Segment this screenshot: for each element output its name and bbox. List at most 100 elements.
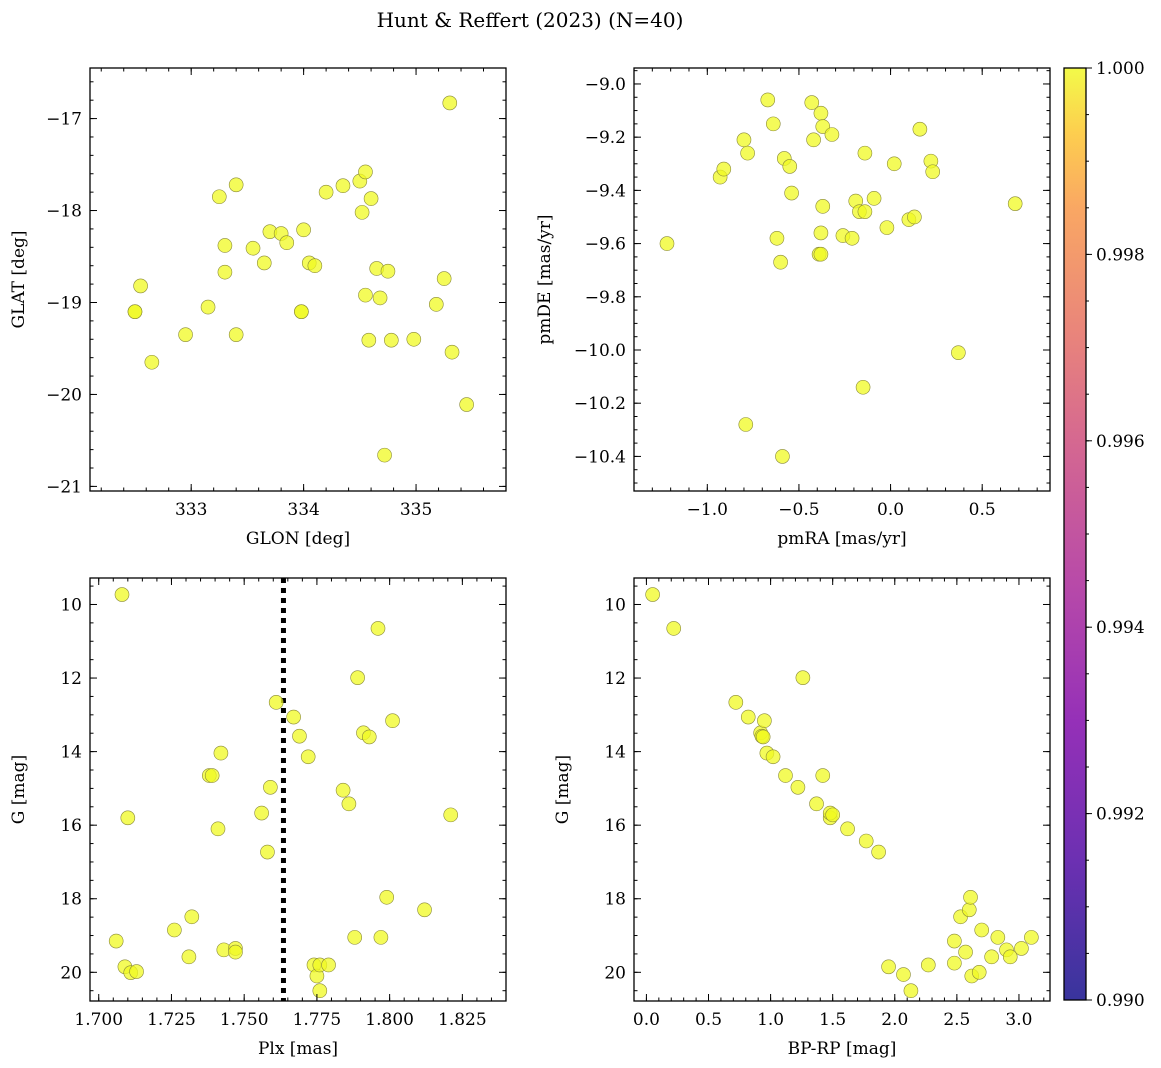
y-tick-label: 16 — [60, 816, 82, 836]
data-point — [961, 902, 977, 918]
data-point — [907, 209, 922, 225]
x-tick-label: 0.5 — [969, 500, 996, 520]
data-point — [866, 191, 882, 206]
data-point — [217, 264, 233, 280]
data-point — [773, 254, 788, 270]
x-tick-label: 2.0 — [881, 1010, 908, 1030]
x-tick-label: −0.5 — [778, 500, 819, 520]
y-tick-label: −21 — [46, 477, 82, 497]
data-point — [795, 670, 811, 685]
data-point — [1007, 196, 1023, 211]
data-point — [129, 964, 144, 979]
x-tick-label: 0.0 — [877, 500, 904, 520]
data-point — [963, 889, 978, 905]
data-point — [300, 749, 316, 765]
points — [108, 587, 459, 999]
data-point — [245, 240, 261, 256]
x-tick-label: 1.700 — [74, 1010, 123, 1030]
data-point — [358, 287, 373, 303]
data-point — [755, 729, 771, 745]
data-point — [757, 713, 772, 729]
data-point — [292, 728, 307, 744]
data-point — [385, 713, 400, 729]
data-point — [728, 695, 744, 710]
data-point — [958, 944, 973, 960]
y-tick-label: 14 — [604, 743, 626, 763]
data-point — [200, 299, 216, 315]
data-point — [442, 95, 458, 111]
data-point — [406, 331, 422, 347]
x-tick-label: 1.5 — [819, 1010, 846, 1030]
data-point — [1014, 941, 1029, 956]
y-axis-label: G [mag] — [553, 755, 573, 824]
colorbar-tick-label: 0.992 — [1096, 805, 1145, 825]
data-point — [990, 930, 1006, 945]
data-point — [782, 159, 798, 174]
data-point — [459, 397, 474, 412]
data-point — [765, 749, 781, 765]
points — [127, 95, 474, 463]
data-point — [347, 930, 363, 945]
data-point — [279, 235, 295, 251]
y-tick-label: −18 — [46, 202, 82, 222]
data-point — [809, 796, 824, 812]
data-point — [307, 258, 323, 274]
data-point — [377, 447, 392, 463]
data-point — [213, 745, 229, 761]
axes-frame — [89, 67, 507, 492]
data-point — [815, 199, 831, 214]
data-point — [361, 332, 377, 348]
data-point — [361, 729, 377, 745]
position-panel: 333 334 335 −21 −20 −19 −18 −17 GLON [deg] GLAT [… — [9, 67, 507, 549]
data-point — [769, 230, 785, 246]
data-point — [294, 304, 309, 319]
y-tick-label: 16 — [604, 816, 626, 836]
data-point — [268, 695, 284, 710]
data-point — [738, 417, 754, 432]
data-point — [857, 204, 873, 219]
data-point — [384, 332, 399, 348]
data-point — [436, 271, 452, 286]
data-point — [1024, 930, 1039, 945]
data-point — [296, 222, 311, 238]
y-tick-label: 18 — [60, 890, 82, 910]
data-point — [167, 922, 182, 938]
x-tick-label: 0.5 — [695, 1010, 722, 1030]
x-tick-label: 2.5 — [943, 1010, 970, 1030]
data-point — [108, 933, 124, 949]
x-tick-label: 334 — [287, 500, 319, 520]
x-tick-label: 3.0 — [1005, 1010, 1032, 1030]
data-point — [211, 189, 227, 205]
data-point — [263, 779, 278, 795]
colorbar-tick-label: 0.990 — [1096, 991, 1145, 1011]
y-tick-label: −9.6 — [585, 235, 626, 255]
data-point — [114, 587, 130, 602]
data-point — [813, 246, 829, 262]
data-point — [260, 844, 275, 860]
y-tick-label: −9.2 — [585, 128, 626, 148]
data-point — [736, 132, 752, 148]
data-point — [806, 132, 821, 148]
data-point — [971, 965, 987, 980]
axes-frame — [633, 577, 1051, 1002]
data-point — [886, 156, 902, 172]
x-tick-label: 333 — [175, 500, 207, 520]
data-point — [921, 957, 936, 973]
y-tick-label: −10.2 — [574, 394, 626, 414]
data-point — [896, 967, 911, 982]
data-point — [804, 95, 820, 110]
data-point — [947, 933, 962, 949]
x-tick-label: 1.750 — [220, 1010, 269, 1030]
data-point — [925, 164, 941, 180]
data-point — [335, 782, 351, 798]
data-point — [286, 709, 301, 725]
data-point — [370, 621, 386, 636]
data-point — [120, 810, 136, 826]
x-tick-label: 1.775 — [293, 1010, 342, 1030]
colorbar: 0.990 0.992 0.994 0.996 0.998 1.000 — [1063, 59, 1145, 1011]
data-point — [903, 983, 919, 999]
data-point — [181, 949, 197, 965]
points — [645, 587, 1039, 999]
data-point — [256, 255, 272, 271]
